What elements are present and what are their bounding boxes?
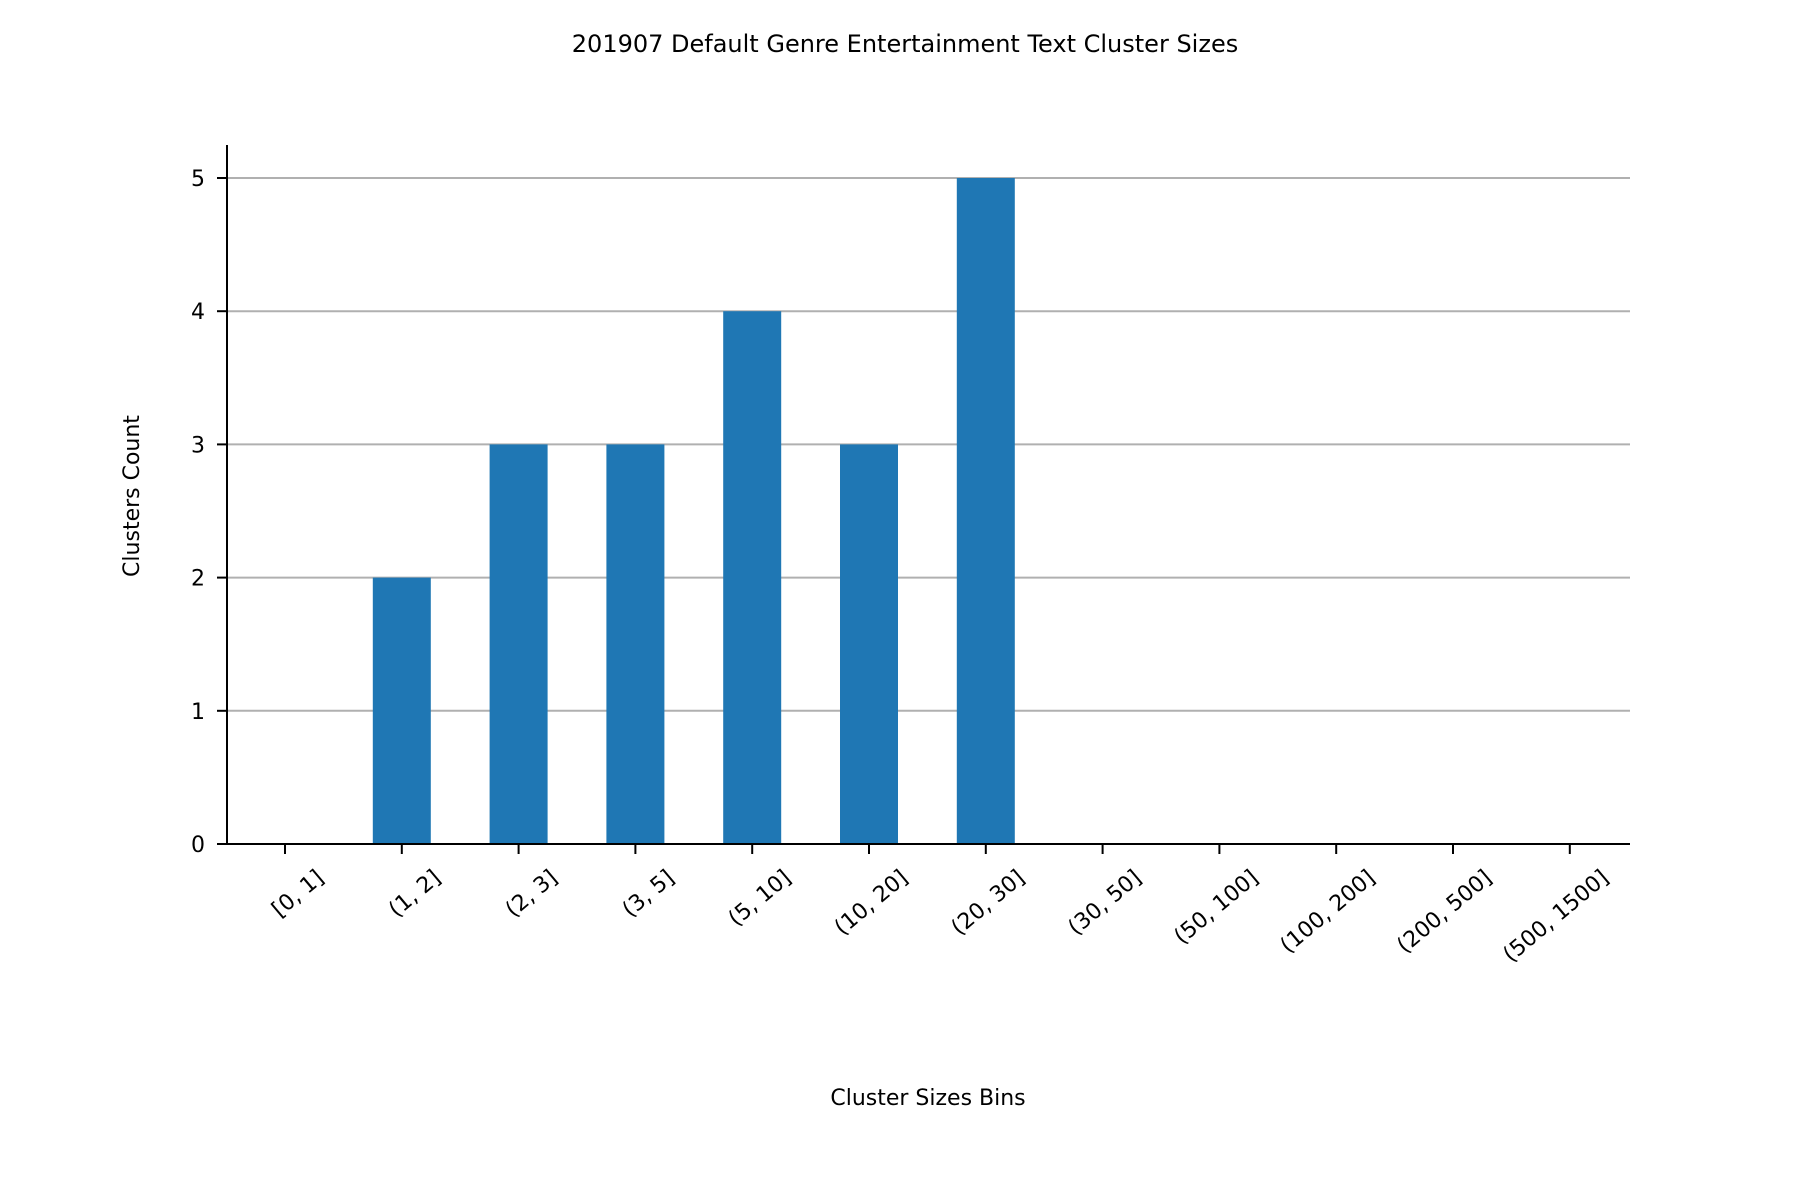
axes-layer xyxy=(226,145,1630,845)
bar-3 xyxy=(606,444,665,844)
x-tick-label: (20, 30] xyxy=(947,865,1030,940)
chart-title: 201907 Default Genre Entertainment Text … xyxy=(572,30,1238,58)
x-axis-label: Cluster Sizes Bins xyxy=(830,1086,1025,1111)
x-tick-label: (500, 1500] xyxy=(1499,865,1614,967)
x-tick-label: (50, 100] xyxy=(1170,865,1264,949)
bar-6 xyxy=(956,178,1015,844)
y-tick-label: 5 xyxy=(191,167,205,192)
y-tick-label: 2 xyxy=(191,567,205,592)
y-tick-label: 4 xyxy=(191,300,205,325)
x-tick-label: (30, 50] xyxy=(1064,865,1147,940)
bars-layer xyxy=(372,178,1015,844)
y-tick-label: 3 xyxy=(191,433,205,458)
grid-layer xyxy=(227,177,1630,712)
y-axis-label: Clusters Count xyxy=(120,415,145,577)
y-tick-label: 1 xyxy=(191,700,205,725)
x-tick-label: (1, 2] xyxy=(384,865,445,922)
bar-1 xyxy=(372,577,431,844)
x-tick-label: (100, 200] xyxy=(1276,865,1380,958)
bar-5 xyxy=(840,444,898,844)
x-tick-label: (10, 20] xyxy=(830,865,913,940)
y-tick-label: 0 xyxy=(191,833,205,858)
ticks-layer: 0 1 2 3 4 5 [0, 1] (1, 2] (2, 3] (3, 5] (5, 10] (10… xyxy=(191,167,1614,968)
x-tick-label: (200, 500] xyxy=(1393,865,1497,958)
bar-4 xyxy=(723,311,782,844)
x-tick-label: (2, 3] xyxy=(501,865,562,922)
x-tick-label: (3, 5] xyxy=(618,865,679,922)
bar-2 xyxy=(489,444,548,844)
x-tick-label: [0, 1] xyxy=(267,865,328,922)
x-tick-label: (5, 10] xyxy=(724,865,796,931)
